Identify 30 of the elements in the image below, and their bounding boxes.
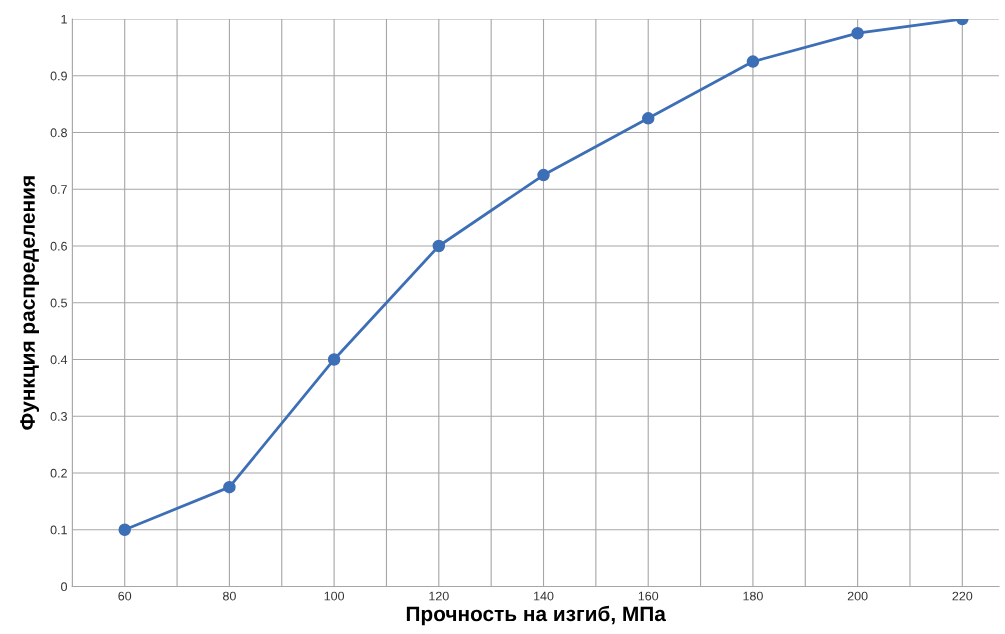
point [223, 480, 236, 494]
x-tick-label: 60 [118, 591, 132, 601]
y-tick-label: 1 [61, 14, 67, 24]
y-tick-label: 0.4 [50, 355, 68, 365]
y-tick-label: 0.6 [50, 241, 67, 251]
y-tick-label: 0.5 [50, 298, 67, 308]
point [432, 239, 446, 253]
x-axis-title: Прочность на изгиб, МПа [406, 605, 666, 626]
y-tick-label: 0 [61, 582, 68, 592]
y-tick-label: 0.8 [50, 128, 67, 138]
x-tick-label: 80 [223, 591, 236, 601]
point [851, 26, 864, 40]
x-tick-label: 120 [429, 591, 449, 601]
point [641, 112, 655, 125]
y-tick-label: 0.7 [50, 185, 67, 194]
point [118, 523, 131, 536]
point [537, 168, 550, 182]
x-tick-label: 200 [847, 591, 868, 601]
y-tick-label: 0.1 [50, 525, 67, 535]
y-tick-label: 0.9 [50, 71, 67, 81]
point [327, 353, 341, 366]
y-tick-label: 0.3 [50, 412, 67, 421]
x-tick-label: 160 [638, 591, 659, 601]
x-tick-label: 140 [534, 591, 554, 601]
x-tick-label: 220 [952, 591, 973, 601]
y-axis-title: Функция распределения [20, 176, 40, 430]
point [746, 55, 760, 68]
x-tick-label: 180 [743, 591, 763, 601]
x-tick-label: 100 [324, 591, 345, 601]
y-tick-label: 0.2 [50, 468, 67, 478]
